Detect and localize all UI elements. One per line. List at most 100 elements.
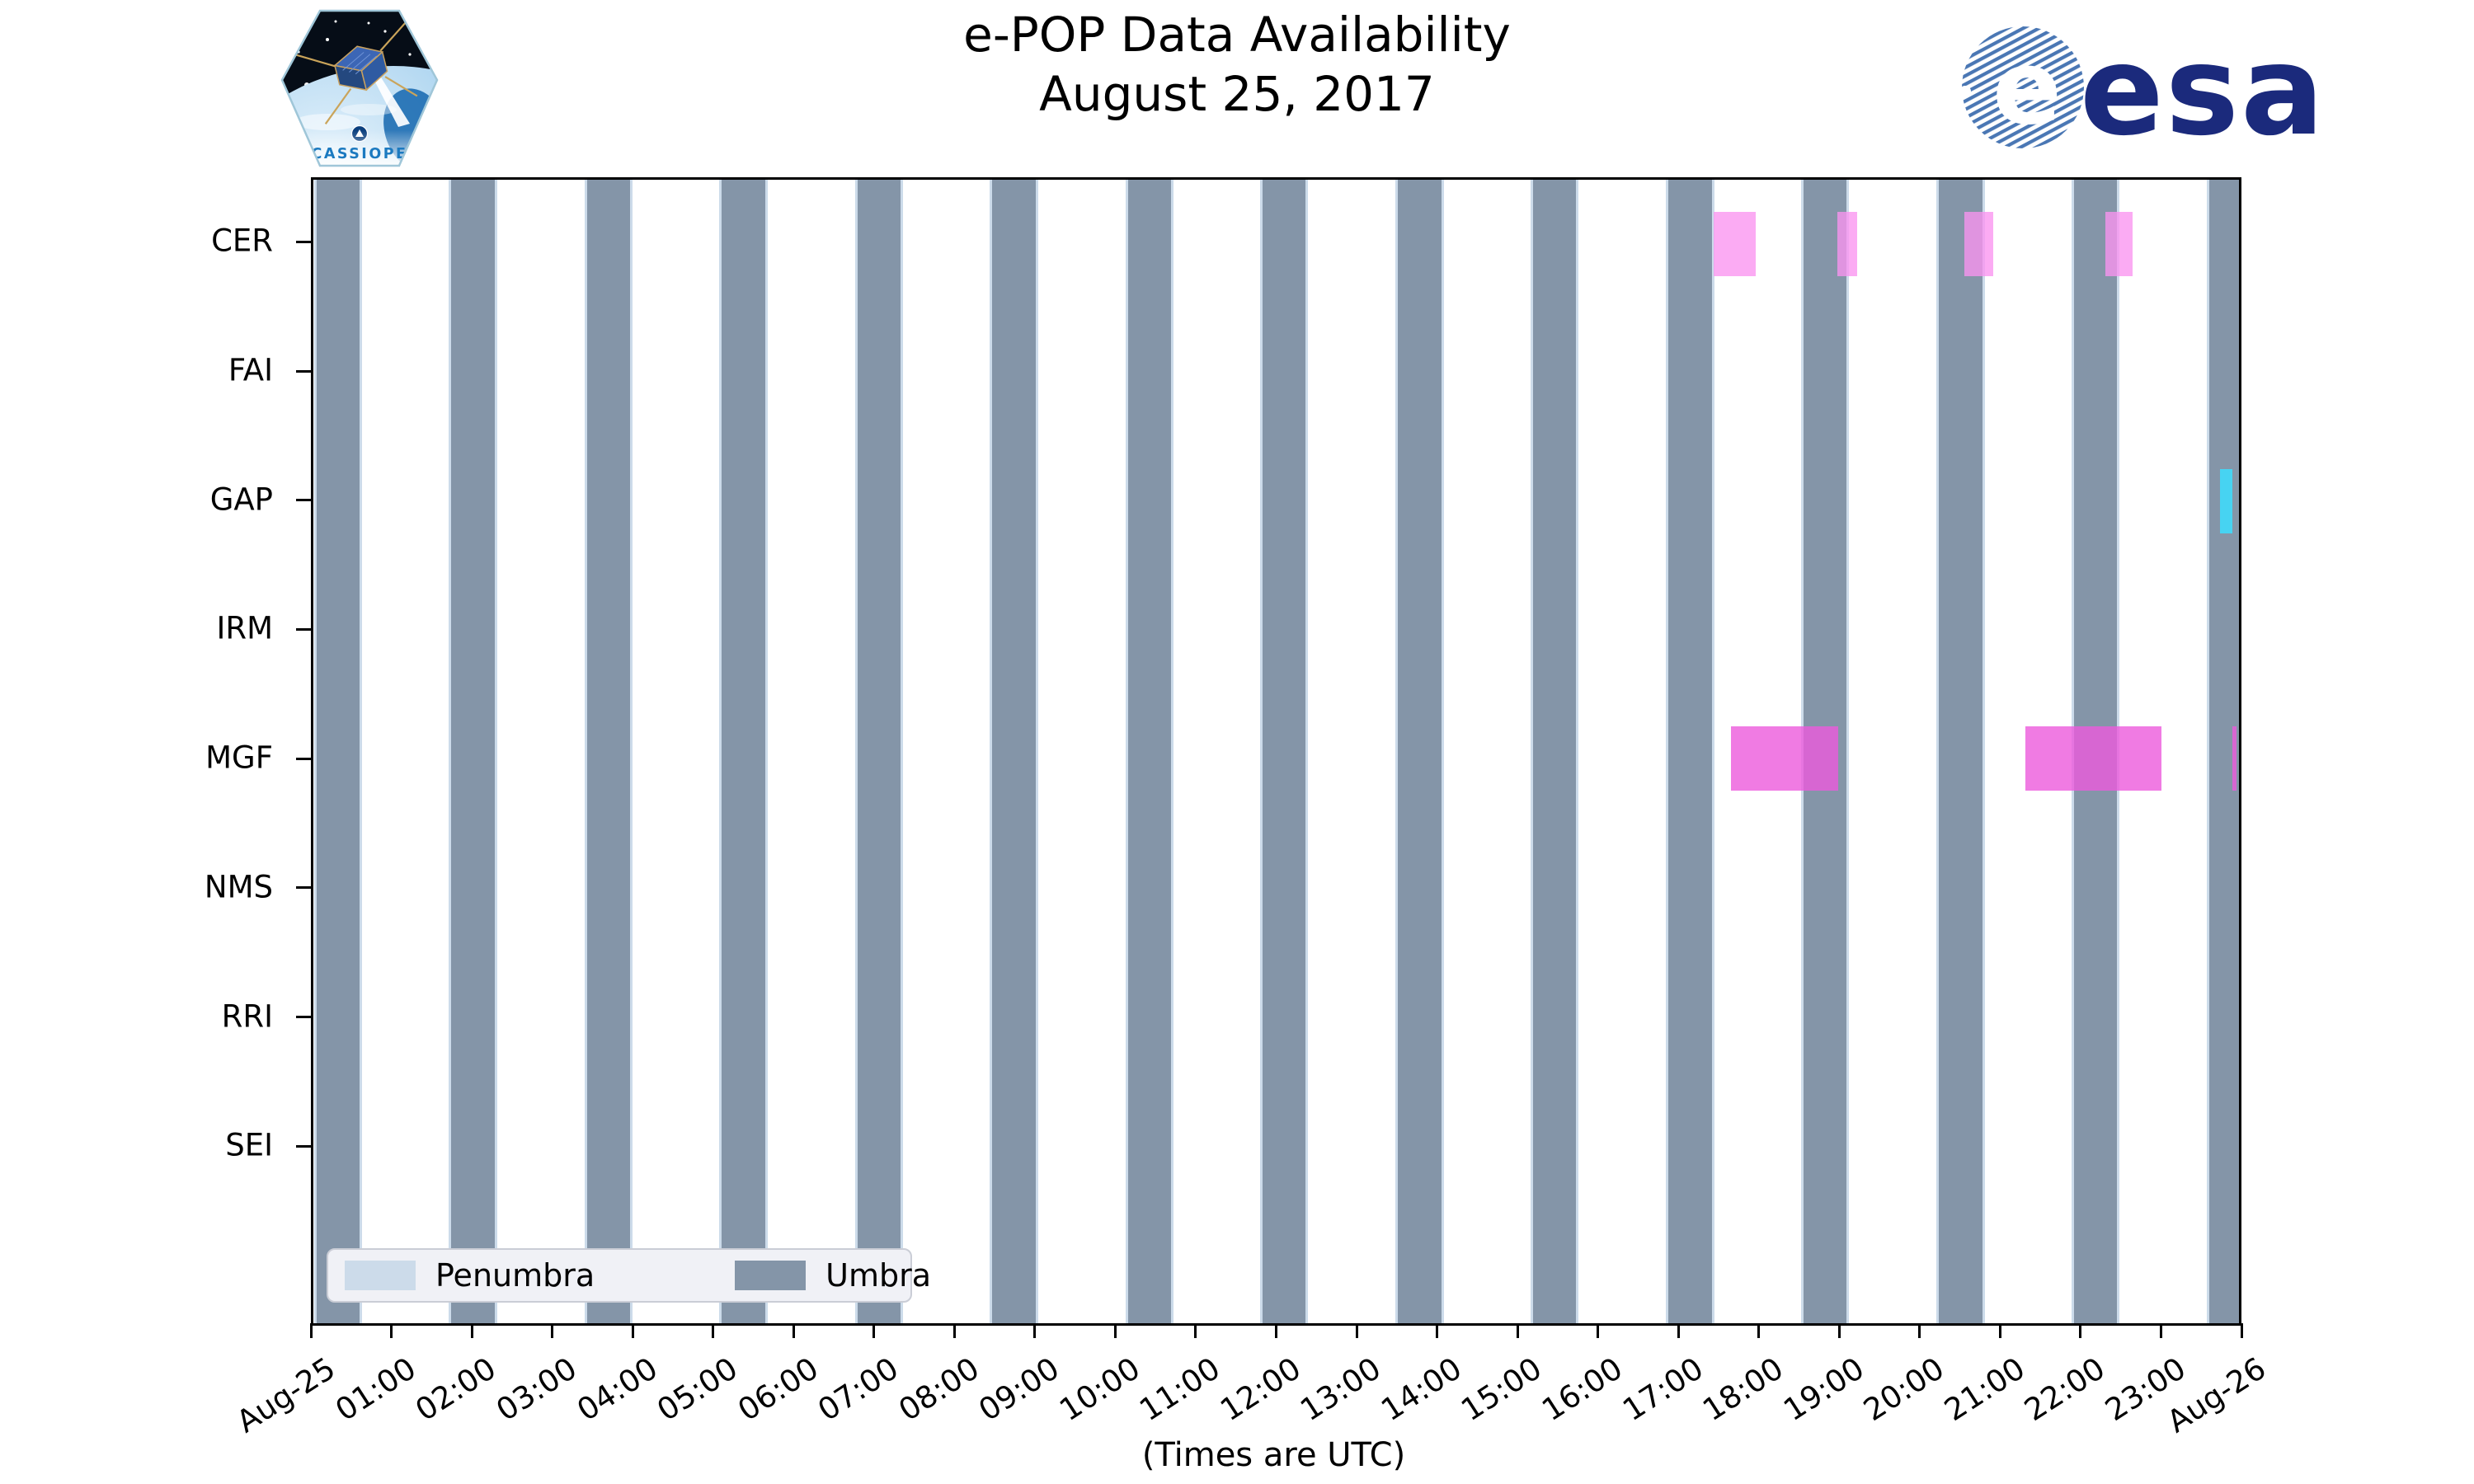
x-tick-mark — [952, 1323, 956, 1338]
x-tick-label: 10:00 — [1052, 1350, 1146, 1429]
chart-title-block: e-POP Data Availability August 25, 2017 — [0, 5, 2474, 124]
y-tick-label-cer: CER — [211, 223, 273, 259]
esa-wordmark: esa — [2080, 20, 2319, 160]
x-tick-mark — [872, 1323, 876, 1338]
umbra-band — [857, 180, 901, 1323]
cassiope-patch-art: CASSIOPE — [280, 9, 439, 167]
x-tick-mark — [1757, 1323, 1761, 1338]
legend: Penumbra Umbra — [327, 1248, 931, 1303]
umbra-band — [1398, 180, 1442, 1323]
esa-globe-icon — [1962, 26, 2084, 148]
x-tick-label: 19:00 — [1776, 1350, 1870, 1429]
umbra-band — [316, 180, 360, 1323]
x-tick-label: 13:00 — [1294, 1350, 1388, 1429]
penumbra-legend-swatch — [345, 1261, 416, 1290]
x-tick-label: 17:00 — [1616, 1350, 1710, 1429]
patch-title-text: CASSIOPE — [312, 146, 408, 162]
x-tick-label: 22:00 — [2018, 1350, 2112, 1429]
cassiope-mission-patch: CASSIOPE — [278, 7, 441, 170]
y-tick-mark — [296, 499, 311, 502]
x-tick-mark — [1998, 1323, 2001, 1338]
x-tick-mark — [1194, 1323, 1197, 1338]
y-axis-tick-labels: CER FAI GAP IRM MGF NMS RRI SEI — [0, 177, 285, 1326]
esa-logo: e esa — [1956, 12, 2324, 163]
cer-availability-bar — [1837, 212, 1857, 276]
x-tick-label: 07:00 — [811, 1350, 905, 1429]
x-tick-label: 18:00 — [1696, 1350, 1790, 1429]
y-tick-label-irm: IRM — [216, 611, 273, 647]
chart-title: e-POP Data Availability — [963, 7, 1511, 63]
y-tick-mark — [296, 1016, 311, 1019]
y-axis-tick-marks — [296, 177, 311, 1326]
x-tick-mark — [390, 1323, 393, 1338]
umbra-band — [1532, 180, 1577, 1323]
x-tick-mark — [2079, 1323, 2082, 1338]
x-tick-label: 15:00 — [1455, 1350, 1549, 1429]
x-tick-label: 01:00 — [329, 1350, 422, 1429]
umbra-legend-swatch — [735, 1261, 807, 1290]
x-tick-mark — [792, 1323, 795, 1338]
esa-logo-art: e esa — [1959, 20, 2324, 163]
umbra-band — [1668, 180, 1712, 1323]
umbra-band — [1262, 180, 1306, 1323]
y-tick-label-fai: FAI — [228, 352, 273, 388]
y-tick-label-gap: GAP — [209, 481, 273, 518]
esa-globe-dot — [1959, 86, 1971, 97]
x-tick-label: 20:00 — [1857, 1350, 1951, 1429]
x-tick-mark — [712, 1323, 715, 1338]
y-tick-mark — [296, 757, 311, 760]
patch-cloud — [341, 104, 397, 115]
x-tick-label: Aug-25 — [230, 1350, 342, 1440]
x-tick-mark — [1033, 1323, 1037, 1338]
legend-label: Penumbra — [435, 1257, 595, 1294]
umbra-band — [586, 180, 631, 1323]
x-tick-mark — [1837, 1323, 1841, 1338]
cer-availability-bar — [1713, 212, 1757, 276]
x-tick-mark — [470, 1323, 473, 1338]
x-tick-label: 09:00 — [972, 1350, 1066, 1429]
x-tick-label: 11:00 — [1133, 1350, 1227, 1429]
y-tick-label-rri: RRI — [221, 998, 273, 1035]
plot-area: Penumbra Umbra — [311, 177, 2241, 1326]
x-tick-label: 21:00 — [1937, 1350, 2031, 1429]
x-tick-mark — [631, 1323, 634, 1338]
x-tick-mark — [551, 1323, 554, 1338]
x-tick-mark — [309, 1323, 313, 1338]
y-tick-label-sei: SEI — [225, 1127, 273, 1163]
x-tick-mark — [2159, 1323, 2162, 1338]
x-tick-label: 16:00 — [1536, 1350, 1630, 1429]
x-tick-label: 08:00 — [891, 1350, 985, 1429]
mgf-availability-bar — [1731, 726, 1838, 791]
cer-availability-bar — [2105, 212, 2133, 276]
x-tick-label: 05:00 — [651, 1350, 745, 1429]
x-tick-mark — [1355, 1323, 1358, 1338]
x-tick-label: 04:00 — [570, 1350, 664, 1429]
gap-availability-bar — [2219, 469, 2233, 534]
x-tick-mark — [1677, 1323, 1680, 1338]
x-axis-label: (Times are UTC) — [1141, 1436, 1406, 1474]
x-tick-mark — [1918, 1323, 1921, 1338]
esa-globe-letter: e — [1992, 29, 2062, 148]
umbra-band — [722, 180, 765, 1323]
x-tick-mark — [1275, 1323, 1277, 1338]
legend-item-penumbra: Penumbra — [345, 1257, 595, 1294]
umbra-band — [992, 180, 1036, 1323]
legend-label: Umbra — [825, 1257, 932, 1294]
patch-hex-border — [280, 9, 439, 167]
chart-subtitle: August 25, 2017 — [1039, 66, 1435, 122]
y-tick-mark — [296, 369, 311, 373]
patch-beam — [369, 67, 410, 127]
x-tick-label: 06:00 — [731, 1350, 825, 1429]
x-tick-label: 02:00 — [409, 1350, 503, 1429]
x-tick-mark — [2240, 1323, 2243, 1338]
y-tick-mark — [296, 1144, 311, 1148]
y-tick-mark — [296, 886, 311, 890]
x-tick-mark — [1597, 1323, 1600, 1338]
y-tick-label-nms: NMS — [204, 869, 273, 905]
umbra-band — [1939, 180, 1982, 1323]
x-tick-mark — [1516, 1323, 1519, 1338]
x-tick-mark — [1436, 1323, 1439, 1338]
y-tick-label-mgf: MGF — [205, 740, 273, 776]
patch-satellite — [292, 17, 418, 124]
